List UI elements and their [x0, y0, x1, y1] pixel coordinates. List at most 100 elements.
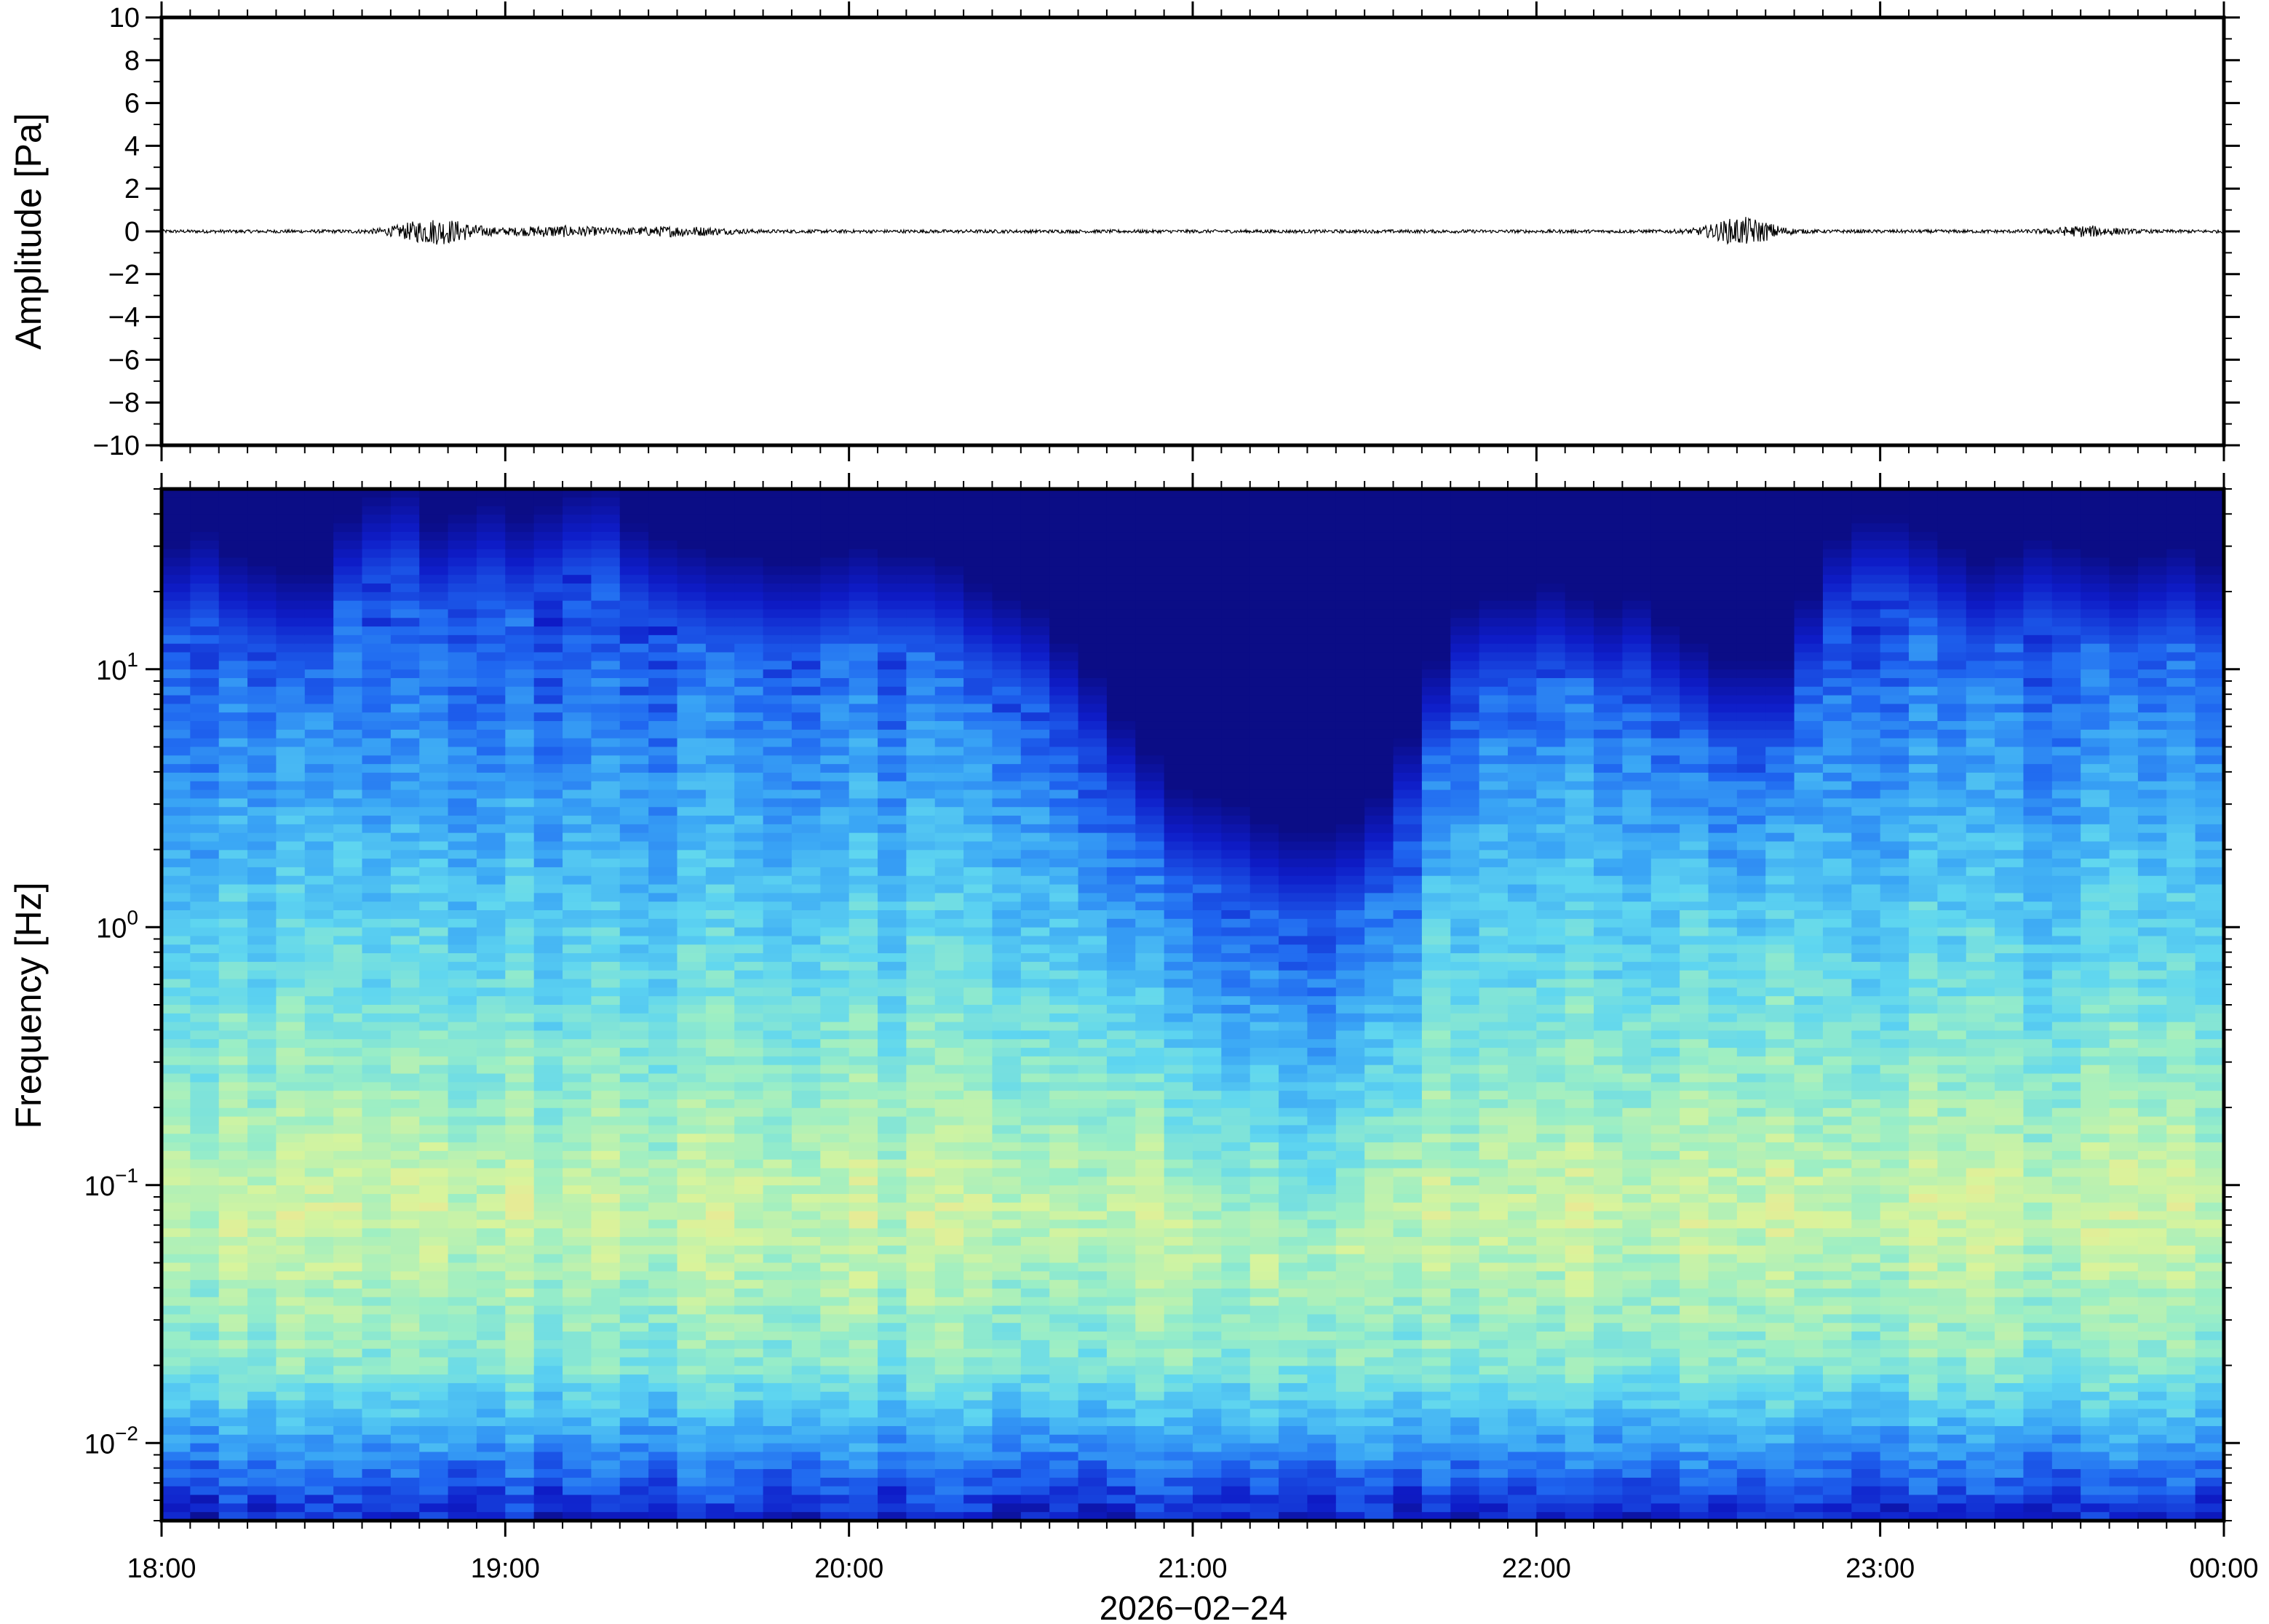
spectrogram-cell [1135, 1091, 1165, 1100]
spectrogram-cell [247, 1159, 277, 1169]
spectrogram-cell [247, 721, 277, 731]
spectrogram-cell [247, 618, 277, 627]
spectrogram-cell [419, 695, 449, 705]
spectrogram-cell [390, 884, 421, 894]
spectrogram-cell [1307, 1374, 1337, 1384]
spectrogram-cell [448, 643, 477, 653]
spectrogram-cell [1049, 979, 1079, 989]
spectrogram-cell [591, 1150, 621, 1161]
spectrogram-cell [563, 1314, 592, 1324]
spectrogram-cell [878, 652, 907, 662]
spectrogram-cell [1335, 540, 1365, 550]
spectrogram-cell [992, 1348, 1022, 1358]
spectrogram-cell [849, 1460, 878, 1470]
spectrogram-cell [448, 918, 477, 928]
spectrogram-cell [276, 936, 306, 946]
spectrogram-cell [1249, 497, 1279, 507]
spectrogram-cell [476, 1400, 506, 1410]
spectrogram-cell [934, 1477, 964, 1487]
spectrogram-cell [963, 1185, 993, 1195]
spectrogram-cell [677, 566, 707, 576]
spectrogram-cell [476, 1211, 506, 1221]
spectrogram-cell [533, 1177, 563, 1186]
spectrogram-cell [1078, 1022, 1108, 1032]
spectrogram-cell [591, 1245, 621, 1255]
spectrogram-cell [619, 1048, 649, 1057]
spectrogram-cell [1078, 1219, 1108, 1230]
spectrogram-cell [304, 661, 334, 670]
spectrogram-cell [1249, 798, 1279, 808]
spectrogram-cell [1221, 506, 1251, 516]
spectrogram-cell [934, 1099, 964, 1109]
spectrogram-cell [304, 1082, 334, 1091]
spectrogram-cell [448, 901, 477, 911]
spectrogram-cell [1106, 557, 1137, 568]
spectrogram-cell [1164, 841, 1193, 851]
spectrogram-cell [1193, 1099, 1223, 1109]
spectrogram-cell [963, 1340, 993, 1350]
spectrogram-cell [820, 772, 850, 782]
spectrogram-cell [419, 566, 449, 576]
spectrogram-cell [619, 1211, 649, 1221]
spectrogram-cell [648, 1150, 678, 1161]
spectrogram-cell [1307, 1013, 1337, 1023]
spectrogram-cell [419, 961, 449, 971]
spectrogram-cell [849, 1056, 878, 1066]
spectrogram-cell [1078, 583, 1108, 593]
spectrogram-cell [390, 1005, 421, 1014]
spectrogram-cell [878, 1107, 907, 1118]
spectrogram-cell [304, 514, 334, 525]
spectrogram-cell [1078, 1357, 1108, 1367]
spectrogram-cell [563, 1417, 592, 1427]
spectrogram-cell [333, 1254, 363, 1264]
spectrogram-cell [218, 961, 248, 971]
spectrogram-cell [1307, 1288, 1337, 1298]
spectrogram-cell [304, 1391, 334, 1401]
spectrogram-cell [563, 1477, 592, 1487]
spectrogram-cell [276, 1357, 306, 1367]
spectrogram-cell [304, 523, 334, 533]
spectrogram-cell [906, 557, 936, 568]
spectrogram-cell [304, 1357, 334, 1367]
spectrogram-cell [505, 652, 535, 662]
spectrogram-cell [992, 918, 1022, 928]
spectrogram-cell [162, 1150, 191, 1161]
spectrogram-cell [619, 1177, 649, 1186]
spectrogram-cell [304, 747, 334, 757]
spectrogram-cell [734, 549, 764, 559]
spectrogram-cell [190, 918, 220, 928]
spectrogram-cell [1135, 987, 1165, 997]
spectrogram-cell [763, 944, 792, 954]
spectrogram-cell [448, 772, 477, 782]
spectrogram-cell [1193, 540, 1223, 550]
spectrogram-cell [963, 695, 993, 705]
spectrogram-cell [1249, 1116, 1279, 1126]
spectrogram-cell [820, 557, 850, 568]
spectrogram-cell [448, 1245, 477, 1255]
spectrogram-cell [734, 867, 764, 877]
spectrogram-cell [563, 729, 592, 739]
spectrogram-cell [1221, 1288, 1251, 1298]
spectrogram-cell [619, 514, 649, 525]
spectrogram-cell [705, 1366, 736, 1375]
spectrogram-cell [362, 1469, 392, 1478]
spectrogram-cell [992, 1391, 1022, 1401]
spectrogram-cell [333, 738, 363, 748]
spectrogram-cell [304, 1150, 334, 1161]
spectrogram-cell [1106, 1193, 1137, 1203]
spectrogram-cell [934, 927, 964, 937]
spectrogram-cell [276, 867, 306, 877]
spectrogram-cell [934, 832, 964, 843]
spectrogram-cell [390, 1022, 421, 1032]
spectrogram-cell [1221, 970, 1251, 980]
spectrogram-cell [419, 634, 449, 645]
spectrogram-cell [162, 1434, 191, 1444]
spectrogram-cell [1164, 1125, 1193, 1135]
spectrogram-cell [1307, 781, 1337, 791]
spectrogram-cell [1049, 557, 1079, 568]
spectrogram-cell [591, 893, 621, 902]
spectrogram-cell [1249, 893, 1279, 902]
spectrogram-cell [1221, 1073, 1251, 1083]
spectrogram-cell [390, 1477, 421, 1487]
spectrogram-cell [190, 1254, 220, 1264]
